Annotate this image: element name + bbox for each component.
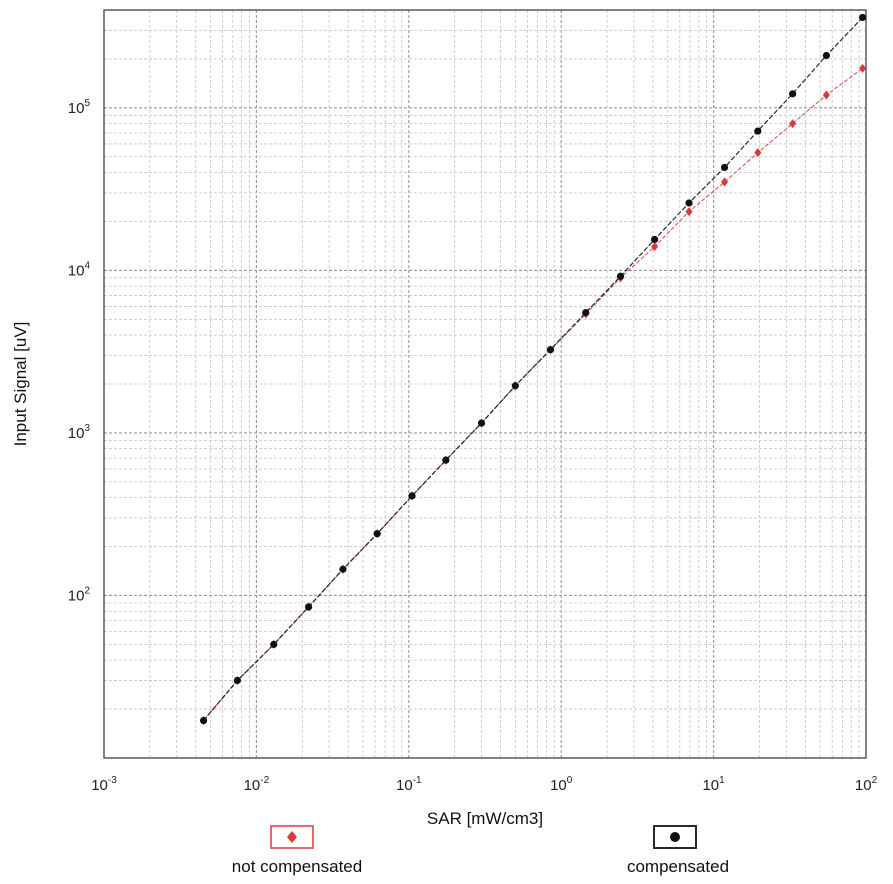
compensated-point — [859, 13, 867, 22]
compensated-point — [408, 492, 416, 500]
grid — [103, 10, 866, 758]
compensated-point — [582, 308, 590, 317]
compensated-point — [789, 90, 797, 98]
x-tick-label: 102 — [855, 775, 878, 794]
compensated-point — [754, 127, 762, 135]
x-tick-label: 10-1 — [396, 775, 422, 794]
y-tick-label: 103 — [68, 423, 91, 442]
fit-lines — [203, 16, 864, 721]
compensated-point — [685, 199, 693, 207]
compensated-point — [650, 235, 659, 244]
not-compensated-point — [651, 242, 659, 252]
compensated-point — [442, 456, 450, 464]
compensated-point — [477, 419, 486, 427]
y-axis-label: Input Signal [uV] — [11, 322, 30, 447]
x-tick-labels: 10-3 10-2 10-1 100 101 102 — [91, 775, 877, 794]
compensated-point — [822, 51, 831, 60]
compensated-point — [199, 716, 208, 725]
legend-item-not-compensated: not compensated — [232, 825, 362, 876]
compensated-point — [270, 640, 278, 648]
compensated-point — [546, 346, 555, 354]
not-compensated-point — [789, 119, 797, 129]
diamond-marker-icon — [287, 831, 297, 843]
compensated-point — [233, 676, 241, 685]
not-compensated-point — [754, 148, 762, 158]
compensated-point — [373, 530, 381, 538]
y-tick-label: 104 — [68, 260, 91, 279]
y-tick-labels: 102 103 104 105 — [68, 98, 91, 605]
x-tick-label: 10-2 — [244, 775, 270, 794]
not-compensated-point — [859, 63, 867, 73]
legend-label-compensated: compensated — [627, 857, 729, 876]
compensated-point — [720, 163, 729, 172]
legend: not compensated compensated — [232, 825, 729, 876]
legend-item-compensated: compensated — [627, 825, 729, 876]
data-points — [199, 13, 867, 726]
compensated-point — [511, 382, 519, 390]
y-tick-label: 102 — [68, 585, 91, 604]
legend-label-not-compensated: not compensated — [232, 857, 362, 876]
not-compensated-point — [685, 207, 693, 217]
x-axis-label: SAR [mW/cm3] — [427, 809, 543, 828]
compensated-point — [304, 603, 313, 611]
not-compensated-point — [721, 177, 729, 187]
x-tick-label: 100 — [550, 775, 573, 794]
circle-marker-icon — [670, 832, 680, 842]
not-compensated-point — [822, 90, 830, 100]
x-tick-label: 101 — [702, 775, 725, 794]
x-tick-label: 10-3 — [91, 775, 117, 794]
compensated-point — [339, 565, 347, 573]
plot-frame — [103, 9, 867, 759]
y-tick-label: 105 — [68, 98, 91, 117]
compensated-point — [616, 272, 625, 280]
compensated-line — [203, 16, 864, 721]
